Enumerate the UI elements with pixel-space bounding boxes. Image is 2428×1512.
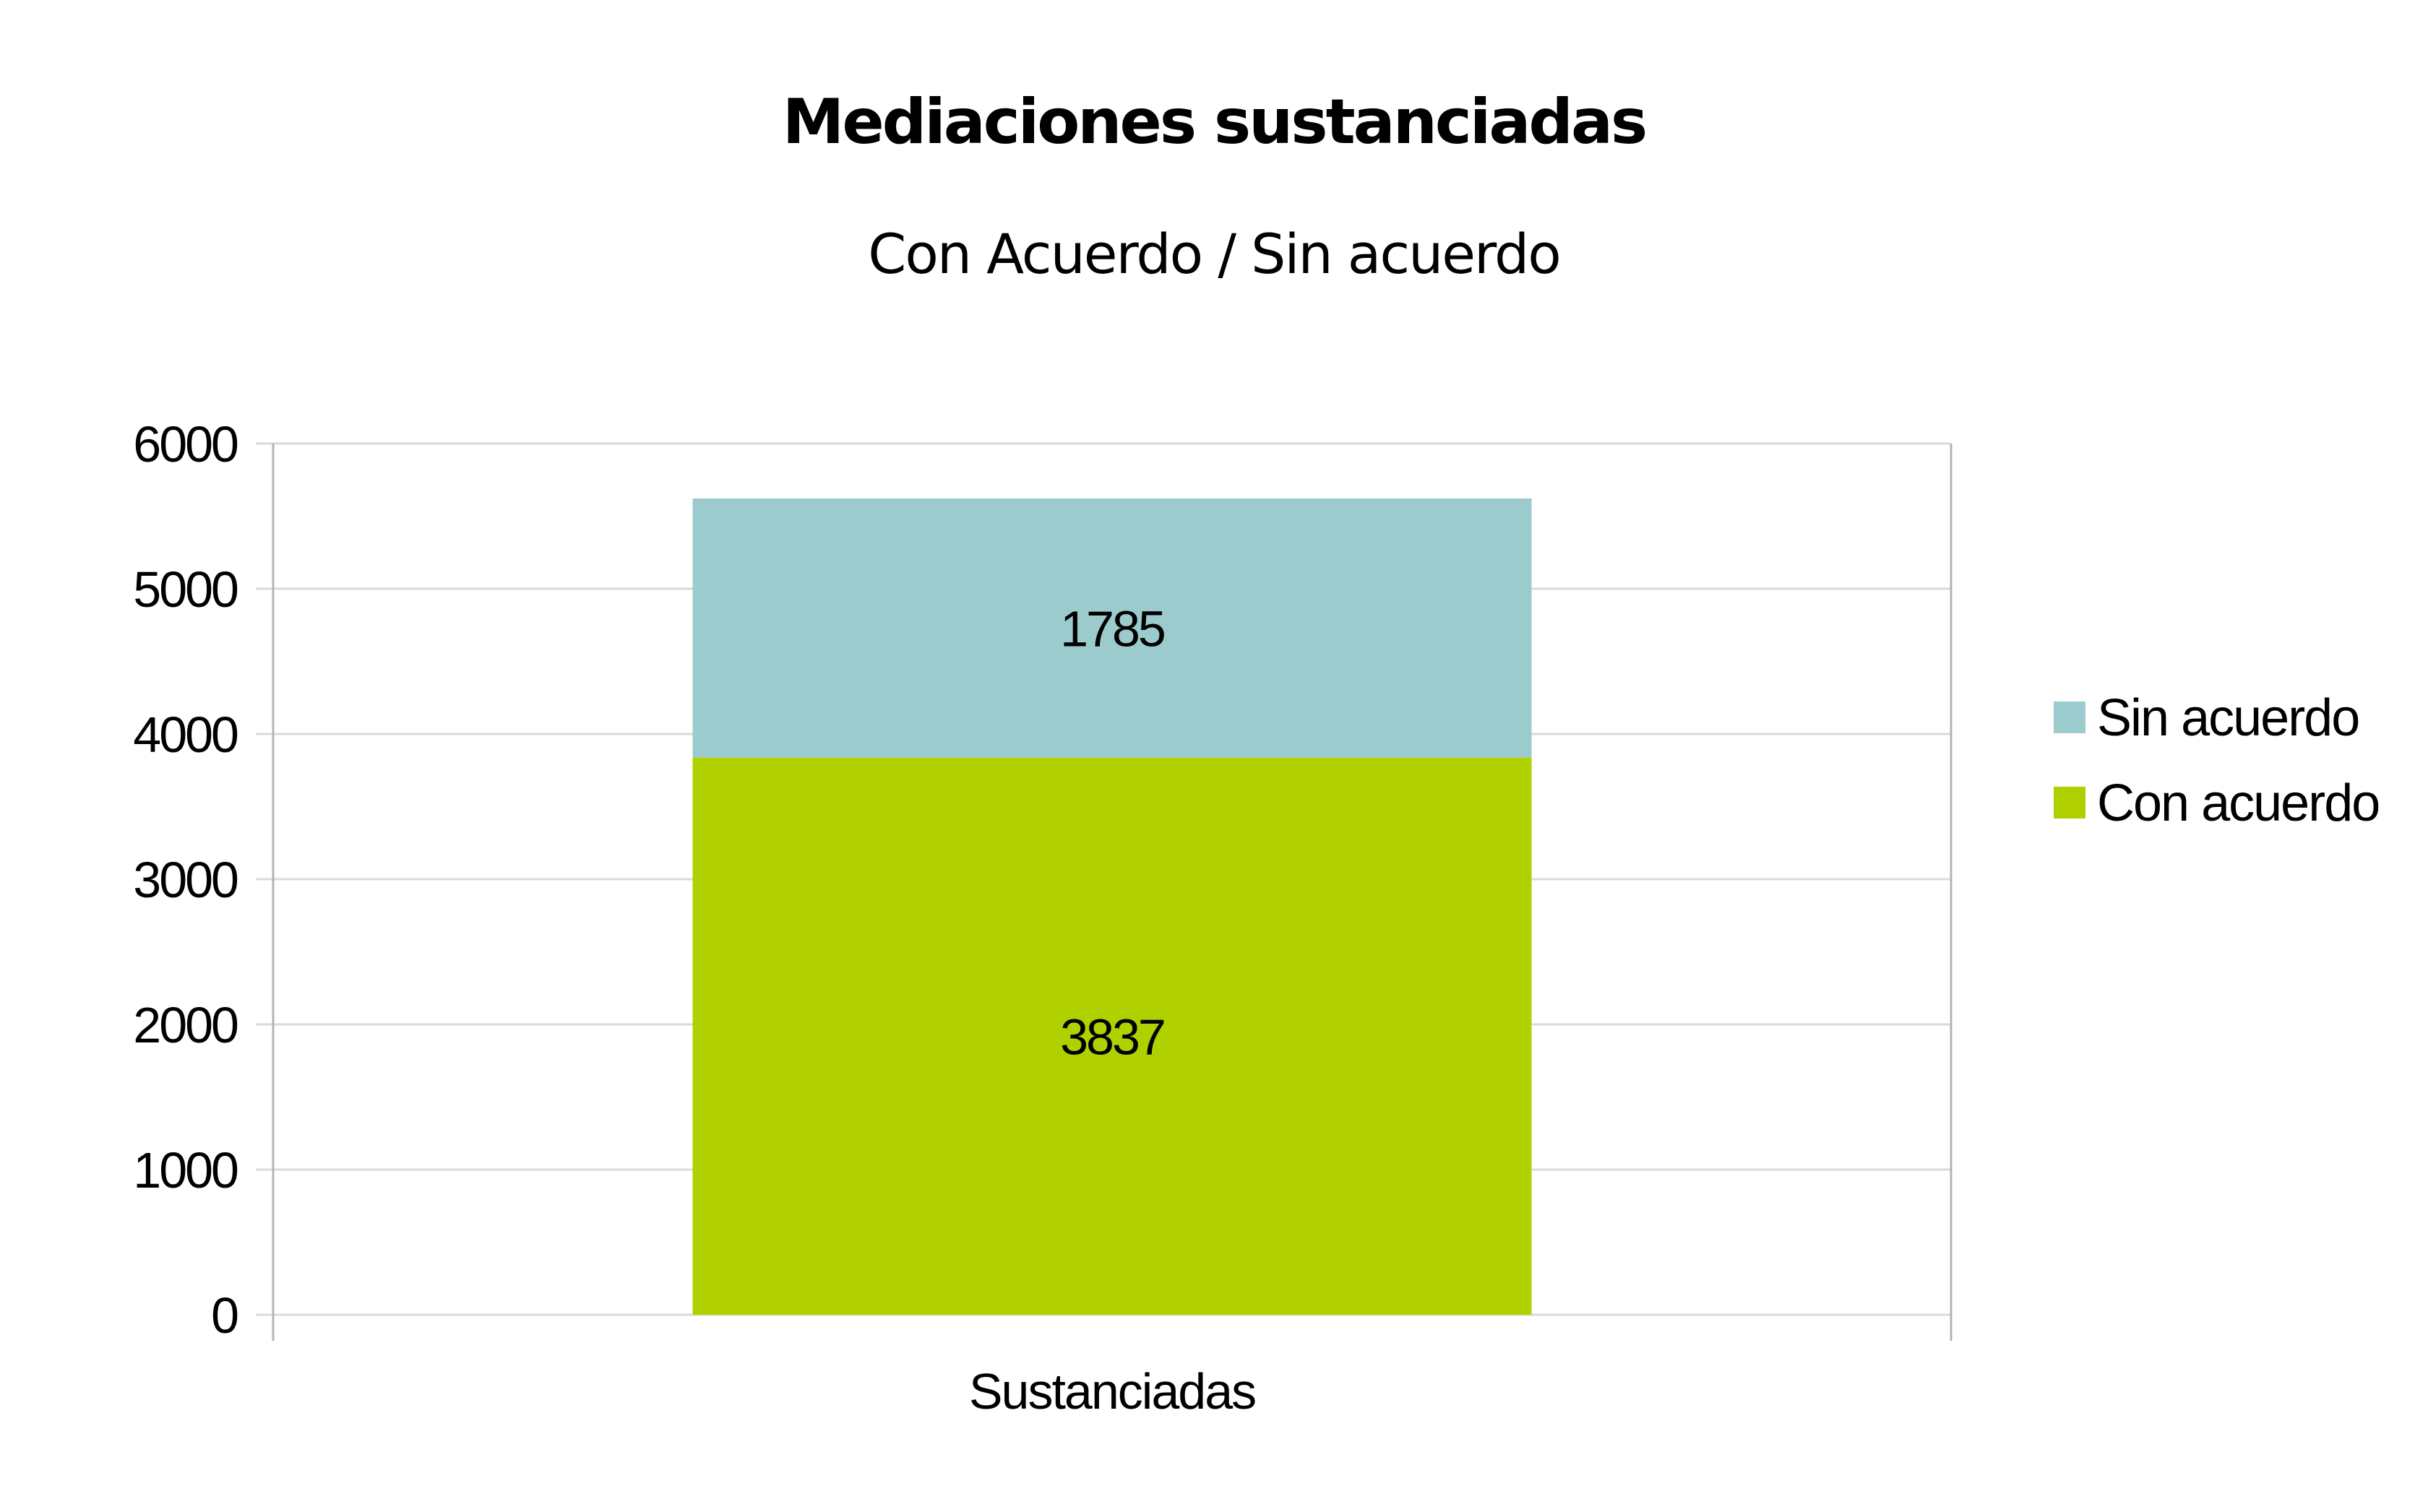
legend-swatch	[2054, 787, 2085, 818]
data-label: 3837	[1060, 1008, 1164, 1065]
plot-area: 0 1000 2000 3000 4000 5000 6000 3837 1785 Sustanc…	[133, 416, 1953, 1420]
bar-sin-acuerdo	[692, 498, 1532, 758]
bar-con-acuerdo	[692, 757, 1532, 1315]
legend-swatch	[2054, 701, 2085, 733]
y-tick-label: 4000	[133, 707, 238, 763]
chart-title: Mediaciones sustanciadas	[783, 86, 1645, 158]
y-tick-label: 1000	[133, 1142, 238, 1198]
legend-label: Sin acuerdo	[2097, 689, 2359, 747]
legend-label: Con acuerdo	[2097, 774, 2379, 832]
y-tick-label: 2000	[133, 997, 238, 1053]
chart-subtitle: Con Acuerdo / Sin acuerdo	[868, 222, 1559, 286]
y-tick-label: 0	[211, 1287, 238, 1344]
y-tick-label: 5000	[133, 561, 238, 618]
y-tick-label: 3000	[133, 852, 238, 908]
legend: Sin acuerdo Con acuerdo	[2054, 689, 2380, 832]
data-label: 1785	[1060, 600, 1164, 657]
y-tick-label: 6000	[133, 416, 238, 472]
x-category-label: Sustanciadas	[969, 1363, 1255, 1420]
